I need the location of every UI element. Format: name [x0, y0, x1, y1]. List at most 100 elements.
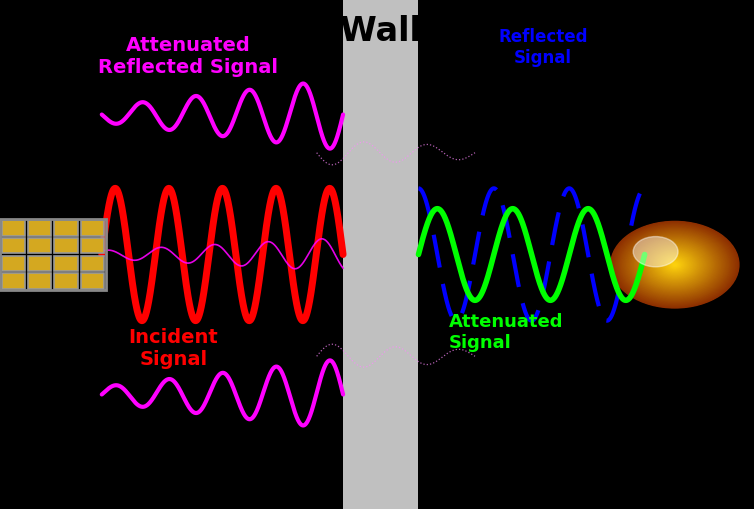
Text: Attenuated
Reflected Signal: Attenuated Reflected Signal: [99, 36, 278, 77]
Circle shape: [633, 237, 678, 267]
Circle shape: [646, 245, 703, 284]
Circle shape: [628, 233, 722, 296]
Circle shape: [651, 249, 698, 280]
Text: Incident
Signal: Incident Signal: [128, 328, 219, 370]
Text: Wall: Wall: [340, 15, 421, 48]
Circle shape: [651, 248, 699, 281]
Circle shape: [642, 243, 707, 287]
Circle shape: [641, 242, 709, 288]
Circle shape: [657, 252, 693, 277]
Circle shape: [623, 230, 727, 300]
Text: Reflected
Signal: Reflected Signal: [498, 28, 587, 67]
Circle shape: [643, 243, 706, 286]
Circle shape: [667, 259, 683, 270]
Circle shape: [622, 229, 728, 300]
Circle shape: [631, 235, 719, 294]
Circle shape: [647, 246, 703, 284]
Bar: [54, 238, 78, 253]
Circle shape: [654, 251, 695, 278]
Bar: [28, 256, 51, 271]
Circle shape: [618, 226, 732, 303]
Circle shape: [645, 244, 705, 285]
Bar: [54, 256, 78, 271]
Bar: [28, 273, 51, 289]
Circle shape: [619, 227, 731, 302]
Circle shape: [613, 223, 737, 306]
Circle shape: [639, 241, 710, 289]
Circle shape: [639, 240, 711, 289]
Circle shape: [671, 262, 679, 267]
Circle shape: [653, 250, 697, 279]
Circle shape: [632, 236, 718, 294]
Circle shape: [664, 257, 686, 272]
Circle shape: [627, 233, 722, 297]
Bar: [0, 219, 106, 290]
Circle shape: [644, 244, 706, 286]
Circle shape: [627, 232, 723, 297]
Circle shape: [659, 254, 691, 275]
Bar: [343, 0, 418, 509]
Circle shape: [629, 234, 721, 296]
Circle shape: [635, 238, 715, 292]
Circle shape: [615, 224, 734, 305]
Circle shape: [670, 261, 680, 268]
Circle shape: [668, 260, 682, 269]
Circle shape: [649, 247, 700, 282]
Circle shape: [621, 228, 729, 301]
Circle shape: [654, 250, 696, 279]
Circle shape: [611, 221, 739, 308]
Circle shape: [664, 258, 685, 272]
Circle shape: [624, 231, 725, 299]
Circle shape: [637, 239, 713, 290]
Circle shape: [645, 245, 704, 285]
Circle shape: [616, 225, 734, 304]
Circle shape: [655, 251, 694, 278]
Bar: [2, 220, 25, 236]
Circle shape: [648, 246, 702, 283]
Circle shape: [661, 255, 689, 274]
Circle shape: [640, 241, 710, 288]
Bar: [2, 238, 25, 253]
Circle shape: [660, 254, 690, 275]
Bar: [28, 238, 51, 253]
Bar: [28, 220, 51, 236]
Circle shape: [617, 225, 733, 304]
Circle shape: [661, 256, 688, 274]
Circle shape: [667, 260, 682, 270]
Circle shape: [630, 234, 720, 295]
Circle shape: [662, 256, 688, 273]
Bar: [54, 273, 78, 289]
Bar: [81, 220, 104, 236]
Bar: [81, 256, 104, 271]
Circle shape: [633, 236, 717, 293]
Circle shape: [625, 231, 725, 298]
Circle shape: [614, 223, 736, 306]
Circle shape: [656, 252, 694, 277]
Circle shape: [673, 264, 676, 266]
Circle shape: [630, 235, 719, 295]
Circle shape: [665, 258, 685, 271]
Bar: [2, 256, 25, 271]
Circle shape: [621, 229, 728, 301]
Circle shape: [672, 263, 678, 267]
Circle shape: [638, 240, 712, 290]
Circle shape: [626, 232, 724, 298]
Circle shape: [612, 222, 737, 307]
Circle shape: [636, 239, 713, 291]
Circle shape: [657, 253, 692, 276]
Circle shape: [648, 247, 701, 282]
Circle shape: [658, 253, 691, 276]
Circle shape: [663, 257, 687, 273]
Circle shape: [633, 237, 716, 293]
Circle shape: [642, 242, 708, 287]
Bar: [81, 238, 104, 253]
Circle shape: [624, 230, 726, 299]
Circle shape: [620, 228, 730, 302]
Circle shape: [636, 238, 714, 291]
Circle shape: [673, 263, 677, 266]
Circle shape: [670, 262, 679, 268]
Bar: [54, 220, 78, 236]
Circle shape: [611, 222, 738, 307]
Circle shape: [669, 261, 681, 269]
Circle shape: [652, 249, 697, 280]
